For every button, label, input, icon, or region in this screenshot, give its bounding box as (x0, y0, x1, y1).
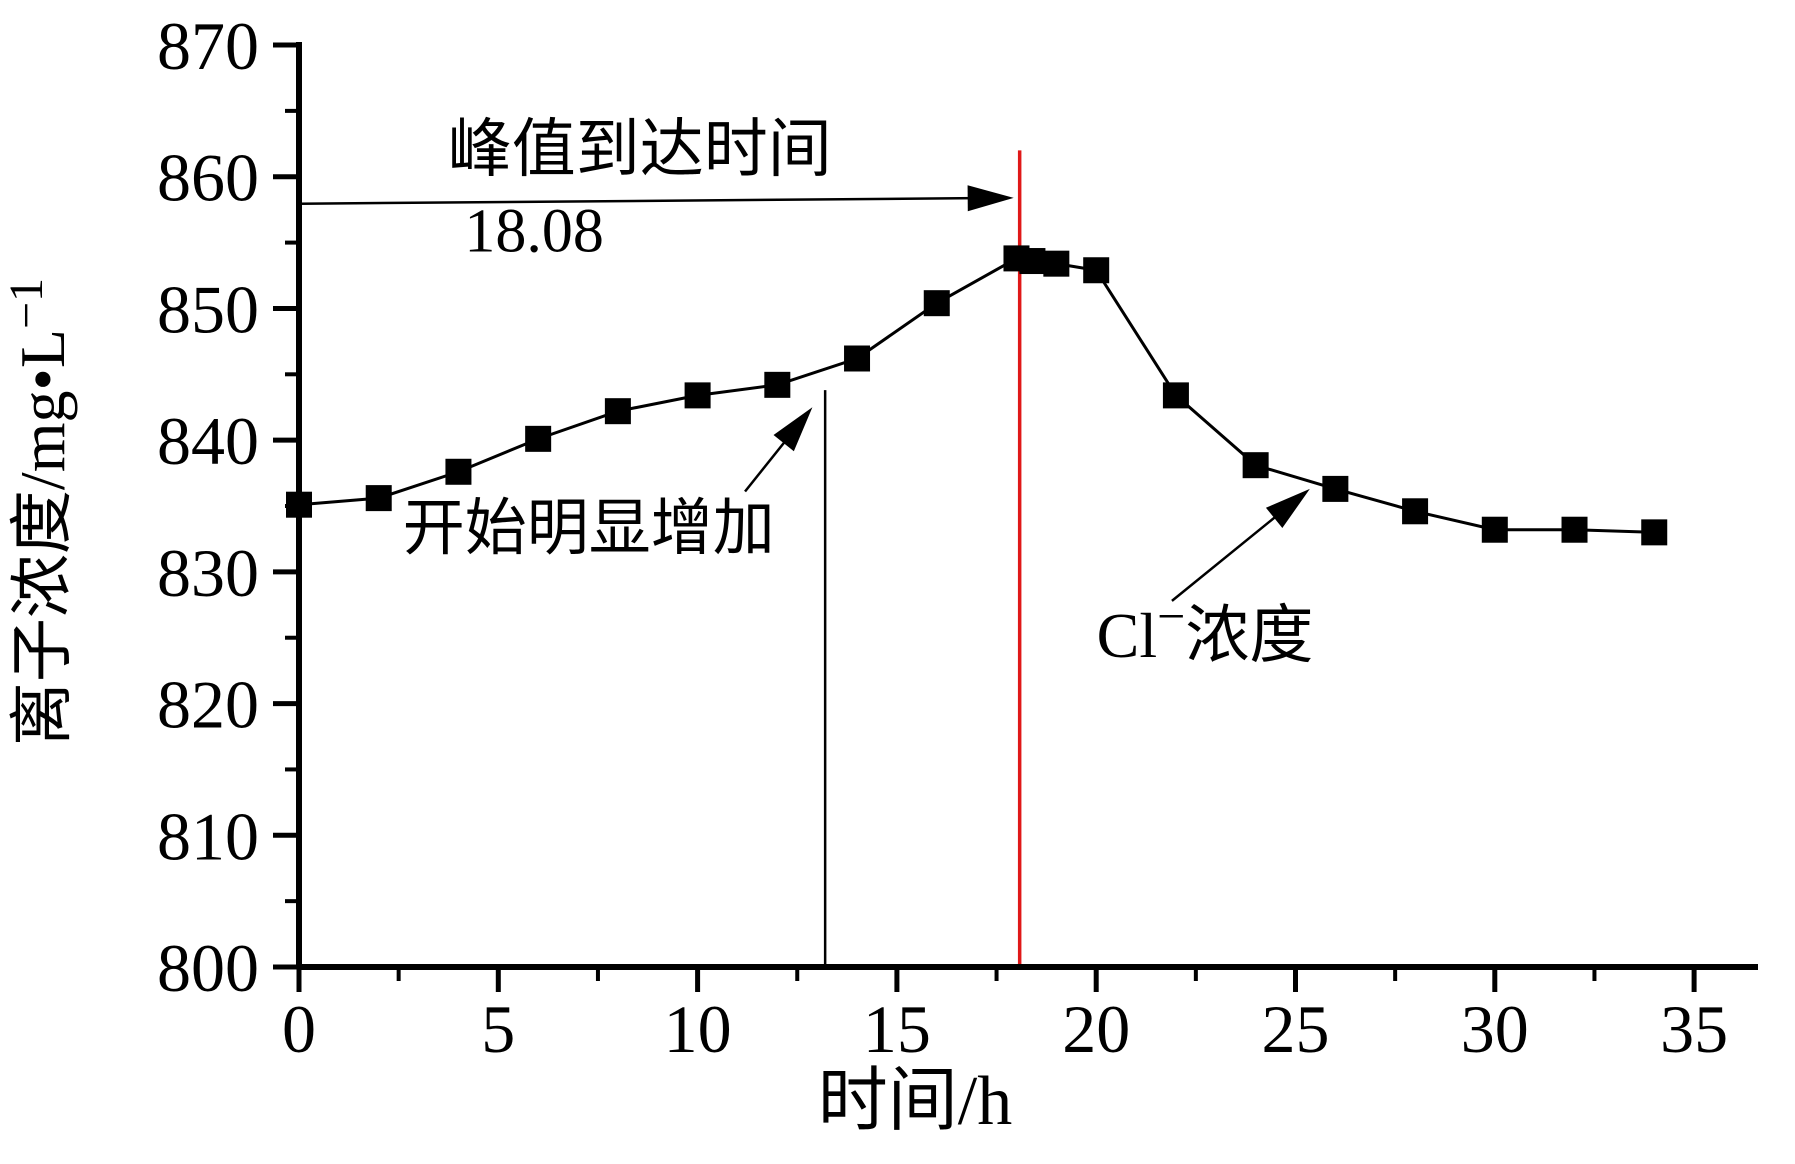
y-tick-label: 860 (157, 140, 259, 216)
data-point (286, 491, 312, 518)
x-tick-label: 5 (481, 991, 515, 1067)
data-point (1641, 519, 1668, 546)
y-axis-title: 离子浓度/mg•L−1 (0, 278, 78, 746)
data-point (525, 425, 552, 452)
y-tick-label: 840 (157, 403, 259, 479)
cl-series-arrow-shaft (1171, 503, 1291, 602)
y-tick-label: 830 (157, 535, 259, 611)
peak-time-arrow-shaft (298, 196, 989, 205)
increase-label: 开始明显增加 (403, 495, 775, 563)
y-tick-label: 870 (157, 8, 259, 84)
y-tick-label: 810 (157, 798, 259, 874)
increase-arrow-head (773, 407, 813, 452)
data-point (923, 290, 950, 317)
data-line (298, 256, 1655, 534)
peak-time-label: 峰值到达时间 (448, 114, 832, 185)
peak-time-arrow-head (967, 185, 1014, 212)
data-point (1043, 250, 1070, 277)
data-point (1242, 452, 1269, 479)
x-tick-label: 15 (863, 991, 931, 1067)
y-tick-label: 800 (157, 930, 259, 1006)
x-tick-label: 35 (1660, 991, 1728, 1067)
data-point (1162, 382, 1189, 409)
data-point (365, 485, 392, 512)
y-tick-label: 850 (157, 271, 259, 347)
cl-series-arrow-head (1265, 488, 1310, 528)
x-tick-label: 25 (1262, 991, 1330, 1067)
y-tick-label: 820 (157, 667, 259, 743)
x-axis-title: 时间/h (818, 1063, 1012, 1140)
data-point (1481, 516, 1508, 543)
data-point (684, 382, 711, 409)
x-tick-label: 10 (664, 991, 732, 1067)
data-point (1561, 516, 1588, 543)
data-point (1322, 475, 1349, 502)
data-point (1083, 257, 1110, 284)
data-point (844, 345, 871, 372)
x-tick-label: 20 (1062, 991, 1130, 1067)
data-point (1019, 248, 1046, 275)
data-point (1402, 498, 1429, 525)
cl-series-label: Cl−浓度 (1097, 588, 1314, 671)
data-point (764, 371, 791, 398)
data-point (445, 458, 472, 485)
peak-value-label: 18.08 (464, 197, 604, 265)
x-tick-label: 0 (282, 991, 316, 1067)
x-tick-label: 30 (1461, 991, 1529, 1067)
data-point (604, 398, 631, 425)
